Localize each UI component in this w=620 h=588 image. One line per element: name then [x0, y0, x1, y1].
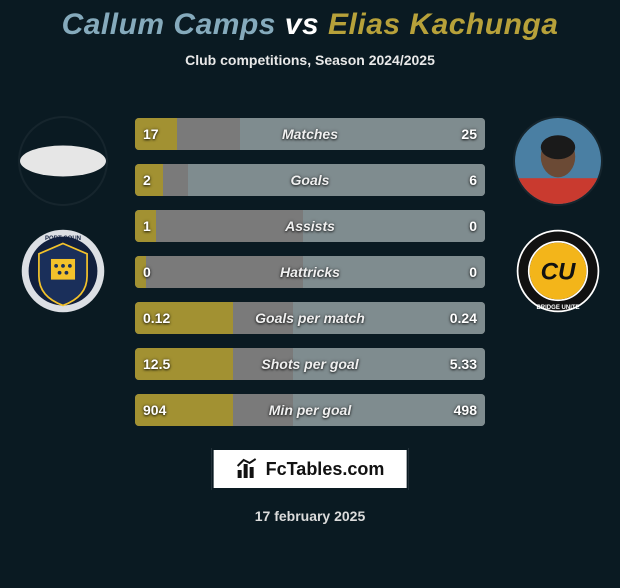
stat-value-left: 904 — [143, 394, 166, 426]
stat-label: Assists — [135, 210, 485, 242]
title-vs: vs — [285, 8, 319, 41]
stat-value-right: 25 — [461, 118, 477, 150]
stat-row: Goals per match0.12 0.24 — [135, 302, 485, 334]
stat-label: Matches — [135, 118, 485, 150]
stat-row: Hattricks0 0 — [135, 256, 485, 288]
stat-label: Hattricks — [135, 256, 485, 288]
title-player2: Elias Kachunga — [328, 8, 558, 41]
stat-value-left: 12.5 — [143, 348, 170, 380]
stat-label: Goals — [135, 164, 485, 196]
stat-row: Goals2 6 — [135, 164, 485, 196]
stat-value-right: 0 — [469, 210, 477, 242]
subtitle: Club competitions, Season 2024/2025 — [0, 52, 620, 68]
page-title: Callum Camps vs Elias Kachunga — [0, 8, 620, 42]
stat-value-right: 5.33 — [450, 348, 477, 380]
chart-icon — [236, 458, 260, 480]
stat-row: Min per goal904 498 — [135, 394, 485, 426]
stat-label: Goals per match — [135, 302, 485, 334]
stat-value-right: 6 — [469, 164, 477, 196]
stat-value-left: 0 — [143, 256, 151, 288]
stat-label: Min per goal — [135, 394, 485, 426]
stat-value-left: 2 — [143, 164, 151, 196]
stat-value-right: 498 — [454, 394, 477, 426]
fctables-text: FcTables.com — [266, 459, 385, 480]
stat-value-left: 0.12 — [143, 302, 170, 334]
stat-value-right: 0.24 — [450, 302, 477, 334]
fctables-badge: FcTables.com — [212, 448, 409, 490]
stat-value-left: 1 — [143, 210, 151, 242]
stat-row: Matches17 25 — [135, 118, 485, 150]
stat-label: Shots per goal — [135, 348, 485, 380]
stat-value-right: 0 — [469, 256, 477, 288]
stats-container: Matches1725Goals26Assists10Hattricks00Go… — [0, 118, 620, 440]
date-text: 17 february 2025 — [0, 508, 620, 524]
title-player1: Callum Camps — [62, 8, 276, 41]
stat-value-left: 17 — [143, 118, 159, 150]
stat-row: Shots per goal12.5 5.33 — [135, 348, 485, 380]
stat-row: Assists1 0 — [135, 210, 485, 242]
